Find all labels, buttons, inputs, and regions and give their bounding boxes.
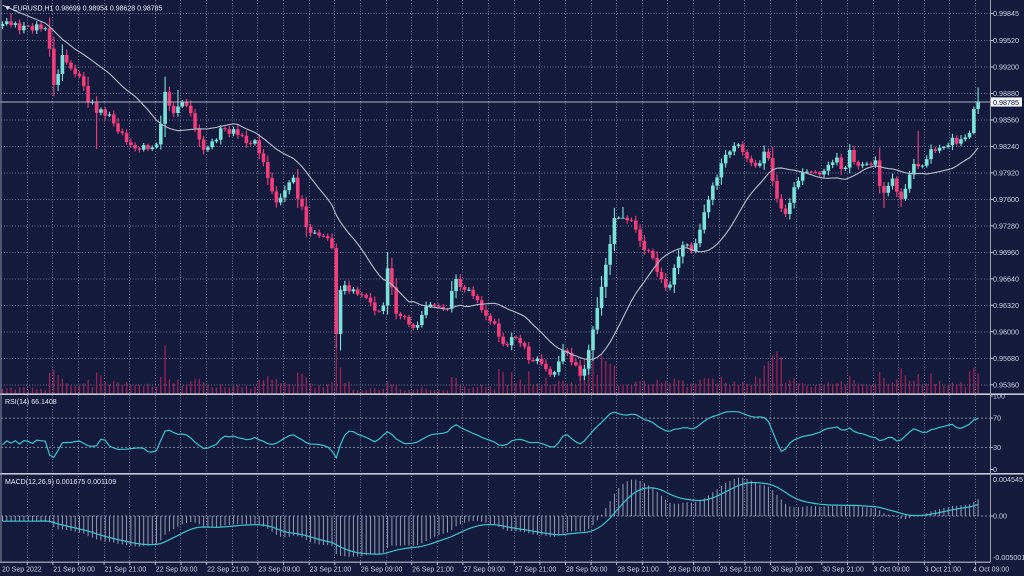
svg-text:0.99200: 0.99200	[993, 63, 1019, 72]
svg-text:30: 30	[993, 443, 1001, 452]
svg-text:100: 100	[993, 392, 1005, 401]
svg-text:0.00: 0.00	[993, 512, 1007, 521]
svg-text:29 Sep 21:00: 29 Sep 21:00	[720, 567, 762, 574]
svg-text:23 Sep 09:00: 23 Sep 09:00	[258, 567, 300, 574]
svg-text:20 Sep 2022: 20 Sep 2022	[2, 567, 42, 574]
svg-text:0.98560: 0.98560	[993, 116, 1019, 125]
svg-text:0: 0	[993, 465, 997, 474]
svg-text:0.96000: 0.96000	[993, 327, 1019, 336]
svg-text:22 Sep 09:00: 22 Sep 09:00	[156, 567, 198, 574]
svg-text:3 Oct 09:00: 3 Oct 09:00	[874, 567, 910, 574]
svg-text:26 Sep 09:00: 26 Sep 09:00	[361, 567, 403, 574]
svg-text:28 Sep 21:00: 28 Sep 21:00	[617, 567, 659, 574]
svg-text:0.98785: 0.98785	[993, 98, 1019, 107]
svg-text:0.96640: 0.96640	[993, 275, 1019, 284]
svg-text:27 Sep 09:00: 27 Sep 09:00	[463, 567, 505, 574]
svg-text:0.97600: 0.97600	[993, 195, 1019, 204]
svg-text:30 Sep 09:00: 30 Sep 09:00	[771, 567, 813, 574]
svg-text:-0.005001: -0.005001	[993, 553, 1024, 562]
svg-text:21 Sep 09:00: 21 Sep 09:00	[53, 567, 95, 574]
svg-text:21 Sep 21:00: 21 Sep 21:00	[105, 567, 147, 574]
svg-text:23 Sep 21:00: 23 Sep 21:00	[310, 567, 352, 574]
svg-text:22 Sep 21:00: 22 Sep 21:00	[207, 567, 249, 574]
svg-text:4 Oct 09:00: 4 Oct 09:00	[973, 567, 1009, 574]
svg-text:0.99845: 0.99845	[993, 9, 1019, 18]
svg-text:70: 70	[993, 414, 1001, 423]
svg-text:26 Sep 21:00: 26 Sep 21:00	[412, 567, 454, 574]
svg-text:MACD(12,26,9) 0.001675 0.00110: MACD(12,26,9) 0.001675 0.001109	[5, 479, 116, 486]
svg-text:EURUSD,H1 0.98699 0.98954 0.9: EURUSD,H1 0.98699 0.98954 0.98628 0.9878…	[13, 5, 163, 12]
svg-text:0.99520: 0.99520	[993, 36, 1019, 45]
svg-text:0.004545: 0.004545	[993, 475, 1023, 484]
svg-text:0.98880: 0.98880	[993, 89, 1019, 98]
svg-text:RSI(14) 66.1408: RSI(14) 66.1408	[5, 399, 57, 406]
svg-text:0.96320: 0.96320	[993, 301, 1019, 310]
svg-text:0.97920: 0.97920	[993, 169, 1019, 178]
svg-text:29 Sep 09:00: 29 Sep 09:00	[668, 567, 710, 574]
svg-text:0.97280: 0.97280	[993, 222, 1019, 231]
svg-text:0.95680: 0.95680	[993, 354, 1019, 363]
svg-text:30 Sep 21:00: 30 Sep 21:00	[822, 567, 864, 574]
svg-text:0.96960: 0.96960	[993, 248, 1019, 257]
svg-text:0.95360: 0.95360	[993, 380, 1019, 389]
svg-text:28 Sep 09:00: 28 Sep 09:00	[566, 567, 608, 574]
svg-text:0.98240: 0.98240	[993, 142, 1019, 151]
svg-text:27 Sep 21:00: 27 Sep 21:00	[515, 567, 557, 574]
svg-text:3 Oct 21:00: 3 Oct 21:00	[925, 567, 961, 574]
